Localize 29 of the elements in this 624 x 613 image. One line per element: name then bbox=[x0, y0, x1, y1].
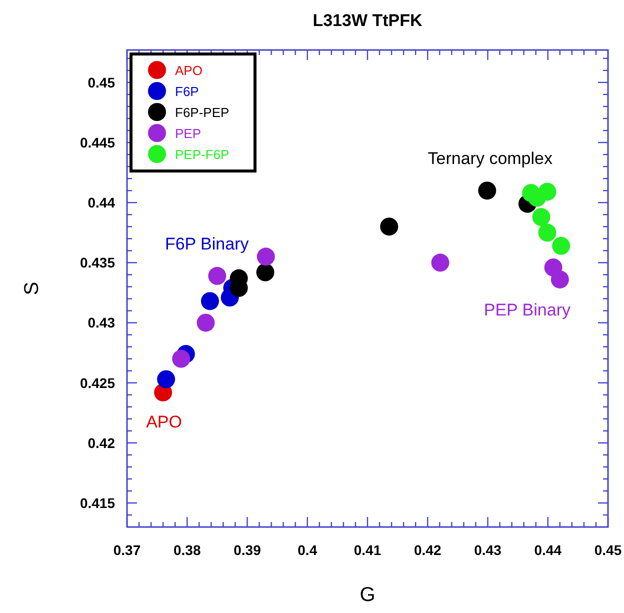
x-tick-label: 0.43 bbox=[474, 542, 502, 558]
legend-label: PEP bbox=[175, 126, 202, 141]
annotation: F6P Binary bbox=[164, 234, 250, 254]
y-axis-title: S bbox=[21, 282, 43, 296]
x-tick-label: 0.44 bbox=[534, 542, 562, 558]
x-axis-title: G bbox=[360, 584, 376, 606]
x-tick-label: 0.38 bbox=[174, 542, 201, 558]
y-tick-label: 0.425 bbox=[80, 374, 116, 391]
y-tick-label: 0.44 bbox=[88, 194, 116, 211]
x-tick-label: 0.39 bbox=[234, 542, 262, 558]
y-tick-label: 0.415 bbox=[80, 494, 116, 511]
legend-label: PEP-F6P bbox=[175, 147, 230, 162]
x-tick-label: 0.42 bbox=[414, 542, 442, 558]
y-tick-label: 0.45 bbox=[88, 74, 116, 90]
annotation: PEP Binary bbox=[484, 300, 571, 320]
annotation: APO bbox=[146, 412, 182, 432]
y-tick-label: 0.42 bbox=[88, 434, 116, 451]
legend-label: APO bbox=[175, 63, 202, 78]
annotation: Ternary complex bbox=[428, 149, 554, 168]
y-tick-label: 0.43 bbox=[88, 314, 116, 331]
x-tick-label: 0.45 bbox=[594, 542, 622, 558]
x-tick-label: 0.4 bbox=[298, 542, 318, 558]
x-tick-label: 0.37 bbox=[113, 542, 141, 558]
legend-label: F6P-PEP bbox=[175, 105, 230, 120]
x-tick-label: 0.41 bbox=[354, 542, 382, 558]
y-tick-label: 0.435 bbox=[80, 254, 116, 271]
legend-label: F6P bbox=[175, 84, 199, 99]
chart-title: L313W TtPFK bbox=[312, 11, 424, 30]
y-tick-label: 0.445 bbox=[80, 134, 116, 151]
